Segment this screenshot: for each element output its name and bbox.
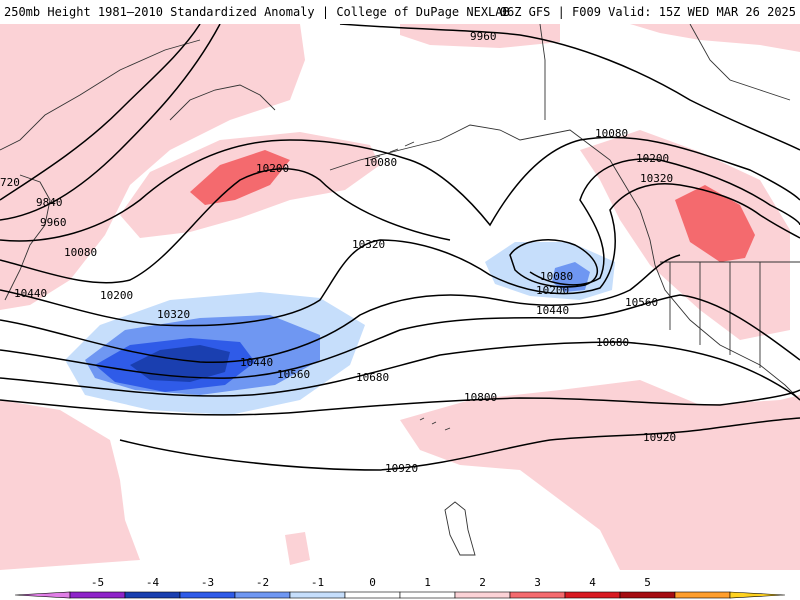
positive-anomaly-strong-west-coast — [675, 185, 755, 262]
hawaii-islands — [419, 417, 451, 431]
positive-anomaly-central-pacific — [400, 380, 800, 570]
positive-anomaly-west-coast — [580, 130, 790, 340]
contour-10320 — [0, 183, 800, 327]
north-america-west-coast — [624, 184, 800, 401]
colorbar-tick-label: -2 — [256, 576, 269, 589]
contour-label: 10920 — [385, 462, 418, 475]
canada-arctic-coast — [539, 24, 791, 120]
colorbar-tick-label: 5 — [644, 576, 651, 589]
colorbar-swatch — [14, 591, 71, 599]
alaska-coastline — [329, 124, 626, 186]
asia-coastline — [0, 39, 201, 301]
contour-label: 10440 — [536, 304, 569, 317]
contour-label: 10920 — [643, 431, 676, 444]
coastlines — [0, 24, 800, 556]
contour-10200 — [0, 168, 451, 284]
colorbar-swatch — [69, 591, 126, 599]
contour-label: 10560 — [277, 368, 310, 381]
colorbar-swatch — [564, 591, 621, 599]
contour-label: 10320 — [640, 172, 673, 185]
contour-label: 10680 — [596, 336, 629, 349]
colorbar-tick-label: -4 — [146, 576, 160, 589]
colorbar-tick-label: 4 — [589, 576, 596, 589]
contour-10200-east — [529, 158, 800, 286]
contour-label: 9960 — [40, 216, 67, 229]
contour-label: 10200 — [636, 152, 669, 165]
colorbar-swatch — [399, 591, 456, 599]
colorbar-tick-label: 1 — [424, 576, 431, 589]
colorbar-tick-label: 0 — [369, 576, 376, 589]
contour-label: 10080 — [595, 127, 628, 140]
contour-9960-north — [339, 24, 800, 151]
negative-anomaly-west-pacific-4 — [130, 345, 230, 382]
contour-9960-west — [0, 24, 221, 221]
contour-label: 10320 — [352, 238, 385, 251]
contour-10680 — [0, 341, 800, 401]
colorbar-swatch — [454, 591, 511, 599]
contour-label: 10560 — [625, 296, 658, 309]
contour-label: 10080 — [64, 246, 97, 259]
contour-label: 10440 — [14, 287, 47, 300]
contour-label: 10680 — [356, 371, 389, 384]
anomaly-colorbar: -5 -4 -3 -2 -1 0 1 2 3 4 5 — [0, 570, 800, 600]
positive-anomaly-northwest — [0, 24, 305, 310]
colorbar-swatches — [14, 591, 786, 599]
us-border-lines — [660, 261, 800, 368]
contour-label: 10320 — [157, 308, 190, 321]
colorbar-tick-label: -1 — [311, 576, 324, 589]
contour-label: 10440 — [240, 356, 273, 369]
colorbar-tick-label: 3 — [534, 576, 541, 589]
contour-label: 10200 — [256, 162, 289, 175]
contour-10440 — [0, 254, 681, 364]
colorbar-swatch — [344, 591, 401, 599]
map-header: 250mb Height 1981–2010 Standardized Anom… — [0, 0, 800, 24]
contour-labels: 9960 9840 9960 10080 10200 10440 720 102… — [0, 30, 676, 475]
colorbar-swatch — [619, 591, 676, 599]
colorbar-swatch — [729, 591, 786, 599]
contour-10080-closed — [509, 239, 599, 288]
kamchatka-coastline — [169, 84, 276, 121]
contour-label: 9960 — [470, 30, 497, 43]
map-title: 250mb Height 1981–2010 Standardized Anom… — [4, 5, 510, 19]
contour-label: 9840 — [36, 196, 63, 209]
contour-label: 10200 — [536, 284, 569, 297]
contour-label: 10080 — [540, 270, 573, 283]
contour-label: 720 — [0, 176, 20, 189]
colorbar-swatch — [509, 591, 566, 599]
aleutian-islands — [369, 141, 415, 161]
colorbar-swatch — [674, 591, 731, 599]
colorbar-ticks: -5 -4 -3 -2 -1 0 1 2 3 4 5 — [91, 576, 651, 589]
contour-10800 — [0, 389, 800, 416]
colorbar-tick-label: 2 — [479, 576, 486, 589]
positive-anomaly-northeast — [630, 24, 800, 52]
contour-label: 10200 — [100, 289, 133, 302]
contour-10920 — [119, 417, 800, 471]
colorbar-swatch — [124, 591, 181, 599]
positive-anomaly-south-dot — [285, 532, 310, 565]
contour-label: 10800 — [464, 391, 497, 404]
colorbar-swatch — [234, 591, 291, 599]
contour-9840-west — [0, 24, 201, 201]
contour-label: 10080 — [364, 156, 397, 169]
positive-anomaly-strong-aleutian — [190, 150, 290, 205]
new-caledonia-outline — [444, 501, 476, 556]
model-run-info: 06Z GFS | F009 Valid: 15Z WED MAR 26 202… — [499, 5, 796, 19]
positive-anomaly-areas — [0, 24, 800, 570]
height-contours — [0, 24, 800, 471]
contour-10080-west — [0, 136, 800, 242]
contour-10560 — [0, 294, 800, 379]
colorbar-tick-label: -5 — [91, 576, 104, 589]
colorbar-tick-label: -3 — [201, 576, 214, 589]
colorbar-swatch — [289, 591, 346, 599]
anomaly-map: 9960 9840 9960 10080 10200 10440 720 102… — [0, 24, 800, 570]
positive-anomaly-south-west — [0, 400, 140, 570]
colorbar-swatch — [179, 591, 236, 599]
